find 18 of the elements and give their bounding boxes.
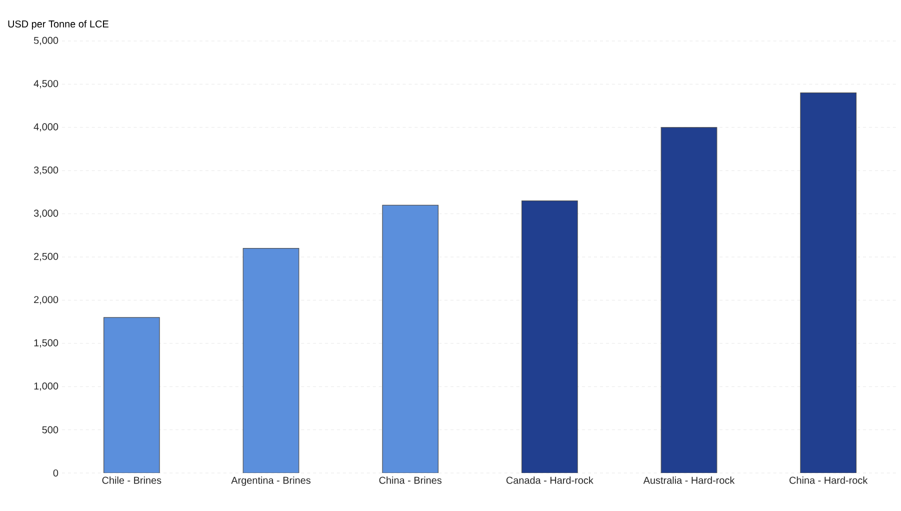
y-tick-label: 5,000	[34, 36, 58, 46]
y-tick-label: 2,500	[34, 252, 58, 262]
x-tick-label: China - Hard-rock	[790, 476, 868, 484]
y-tick-label: 500	[42, 426, 58, 434]
x-tick-label: Argentina - Brines	[231, 476, 310, 486]
y-tick-label: 4,000	[34, 123, 58, 132]
y-tick-label: 3,500	[34, 166, 58, 175]
y-tick-label: 3,000	[34, 210, 58, 218]
y-axis-title: USD per Tonne of LCE	[8, 20, 108, 30]
y-tick-label: 1,000	[34, 382, 58, 391]
y-tick-label: 2,000	[34, 296, 58, 304]
y-tick-label: 0	[53, 469, 58, 477]
y-tick-label: 1,500	[34, 339, 58, 348]
x-tick-label: Canada - Hard-rock	[506, 476, 594, 484]
x-tick-label: China - Brines	[379, 476, 442, 484]
y-tick-label: 4,500	[34, 80, 58, 88]
x-tick-label: Chile - Brines	[102, 476, 162, 484]
x-tick-label: Australia - Hard-rock	[643, 476, 735, 484]
